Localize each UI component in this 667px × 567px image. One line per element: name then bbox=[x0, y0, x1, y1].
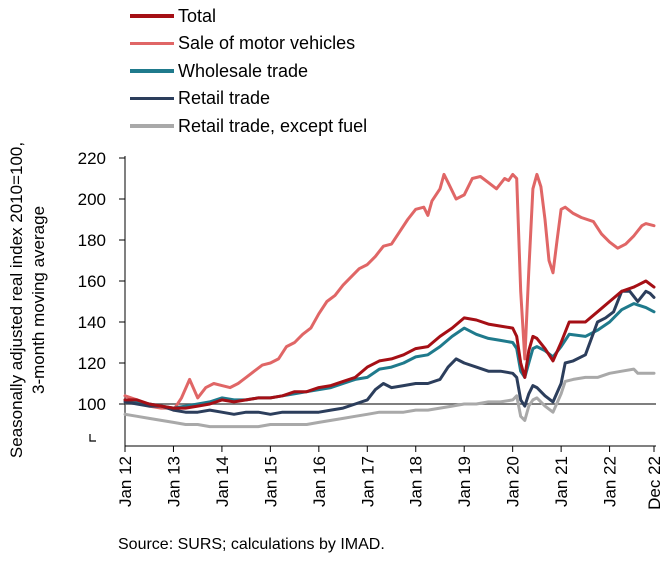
x-tick-label: Jan 22 bbox=[601, 456, 620, 507]
legend-swatch bbox=[130, 69, 174, 73]
legend-item: Total bbox=[130, 2, 367, 30]
legend-swatch bbox=[130, 96, 174, 100]
y-axis-label: 3-month moving average bbox=[29, 206, 48, 394]
x-tick-label: Jan 12 bbox=[116, 456, 135, 507]
legend-label: Retail trade bbox=[178, 88, 271, 109]
y-tick-label: 220 bbox=[78, 149, 106, 168]
x-tick-label: Jan 15 bbox=[261, 456, 280, 507]
y-tick-label: 100 bbox=[78, 395, 106, 414]
legend-swatch bbox=[130, 124, 174, 128]
series-line bbox=[123, 367, 656, 429]
y-tick-label: 140 bbox=[78, 313, 106, 332]
x-tick-label: Jan 18 bbox=[407, 456, 426, 507]
x-tick-label: Jan 17 bbox=[358, 456, 377, 507]
legend-label: Wholesale trade bbox=[178, 60, 309, 81]
x-tick-label: Jan 13 bbox=[164, 456, 183, 507]
x-tick-label: Jan 21 bbox=[552, 456, 571, 507]
y-axis-label: Seasonally adjusted real index 2010=100, bbox=[7, 142, 26, 458]
series-line bbox=[123, 172, 656, 412]
legend-swatch bbox=[130, 41, 174, 45]
legend-label: Sale of motor vehicles bbox=[178, 33, 356, 54]
x-tick-label: Jan 20 bbox=[504, 456, 523, 507]
legend-label: Retail trade, except fuel bbox=[178, 115, 368, 136]
legend-label: Total bbox=[178, 5, 217, 26]
legend-item: Sale of motor vehicles bbox=[130, 30, 367, 58]
y-tick-label: 160 bbox=[78, 272, 106, 291]
source-note: Source: SURS; calculations by IMAD. bbox=[118, 536, 385, 553]
series-line bbox=[123, 289, 656, 416]
series-line bbox=[123, 302, 656, 410]
x-tick-label: Jan 19 bbox=[455, 456, 474, 507]
y-tick-label: 120 bbox=[78, 354, 106, 373]
legend-swatch bbox=[130, 14, 174, 18]
axis-break-icon bbox=[89, 434, 96, 442]
legend-item: Retail trade bbox=[130, 85, 367, 113]
series-line bbox=[123, 279, 656, 410]
y-tick-label: 200 bbox=[78, 190, 106, 209]
y-tick-label: 180 bbox=[78, 231, 106, 250]
legend: Total Sale of motor vehicles Wholesale tra… bbox=[130, 2, 367, 140]
x-tick-label: Jan 16 bbox=[310, 456, 329, 507]
legend-item: Retail trade, except fuel bbox=[130, 112, 367, 140]
x-tick-label: Jan 14 bbox=[213, 456, 232, 507]
legend-item: Wholesale trade bbox=[130, 57, 367, 85]
x-tick-label: Dec 22 bbox=[645, 456, 664, 510]
